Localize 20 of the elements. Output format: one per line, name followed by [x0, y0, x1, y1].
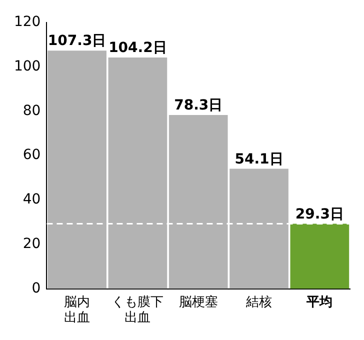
y-tick-label: 80 [22, 102, 41, 119]
x-tick-label: 脳内出血 [64, 294, 90, 326]
data-label: 54.1日 [234, 151, 284, 168]
x-tick-label: 結核 [245, 294, 272, 310]
x-tick-label: くも膜下出血 [112, 294, 164, 326]
x-tick-label: 平均 [306, 294, 333, 310]
y-tick-label: 0 [32, 280, 41, 296]
data-label: 78.3日 [174, 98, 223, 114]
data-label: 29.3日 [295, 206, 344, 222]
bar [290, 224, 350, 289]
data-label: 104.2日 [108, 40, 167, 56]
data-label: 107.3日 [48, 33, 106, 50]
y-tick-label: 120 [14, 14, 41, 30]
y-tick-label: 20 [22, 236, 41, 252]
x-tick-label: 脳梗塞 [178, 294, 218, 310]
bar [48, 50, 106, 289]
y-tick-label: 100 [14, 58, 41, 74]
y-tick-label: 60 [22, 147, 41, 164]
y-tick-label: 40 [22, 192, 41, 208]
bar [108, 57, 168, 289]
